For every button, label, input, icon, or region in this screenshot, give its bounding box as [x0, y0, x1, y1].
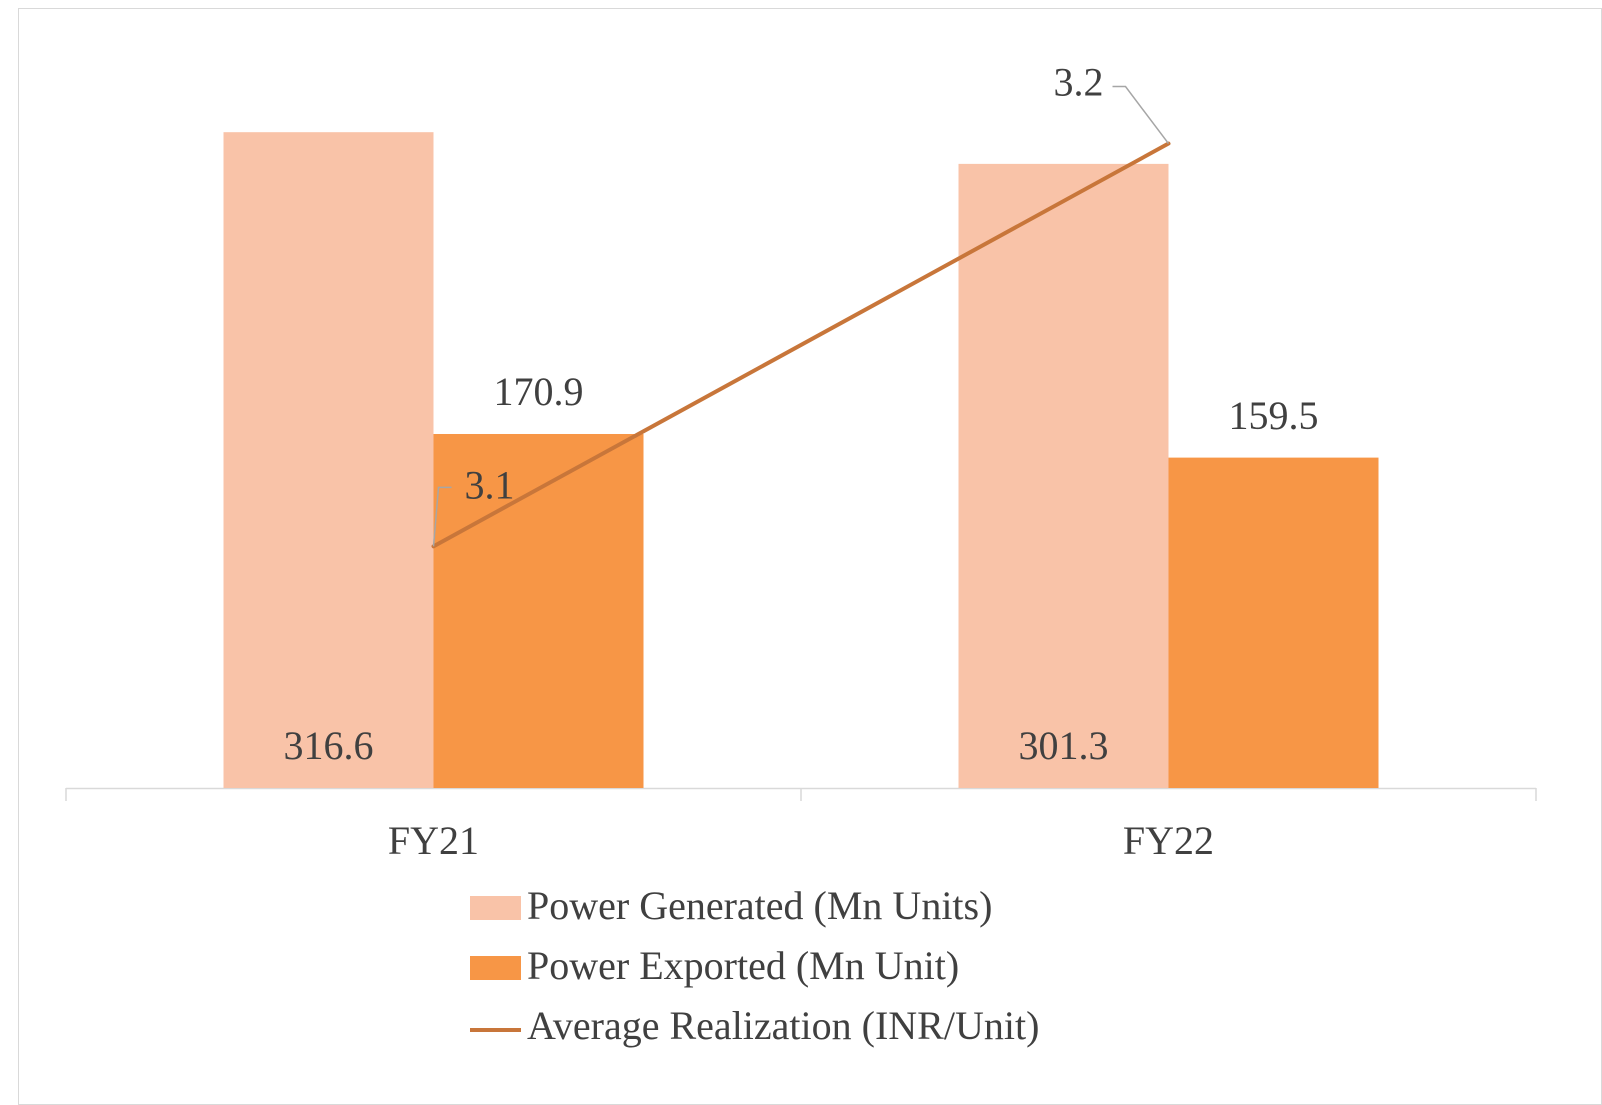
data-label: 3.1: [465, 463, 515, 508]
leader-line: [432, 486, 452, 547]
data-label: 316.6: [284, 723, 374, 768]
bar: [1168, 457, 1379, 788]
legend-swatch: [470, 956, 521, 980]
data-label: 170.9: [494, 369, 584, 414]
line: [431, 141, 1171, 549]
bar: [958, 163, 1169, 789]
legend-label: Average Realization (INR/Unit): [527, 1003, 1039, 1048]
data-label: 159.5: [1229, 393, 1319, 438]
legend-label: Power Generated (Mn Units): [527, 883, 992, 928]
bar: [223, 132, 434, 788]
x-tick-label: FY21: [388, 818, 479, 863]
leader-line: [1112, 85, 1170, 145]
legend-swatch: [470, 896, 521, 920]
data-label: 301.3: [1019, 723, 1109, 768]
data-label: 3.2: [1054, 60, 1104, 105]
bar: [433, 433, 644, 788]
legend-label: Power Exported (Mn Unit): [527, 943, 959, 988]
x-tick-label: FY22: [1123, 818, 1214, 863]
